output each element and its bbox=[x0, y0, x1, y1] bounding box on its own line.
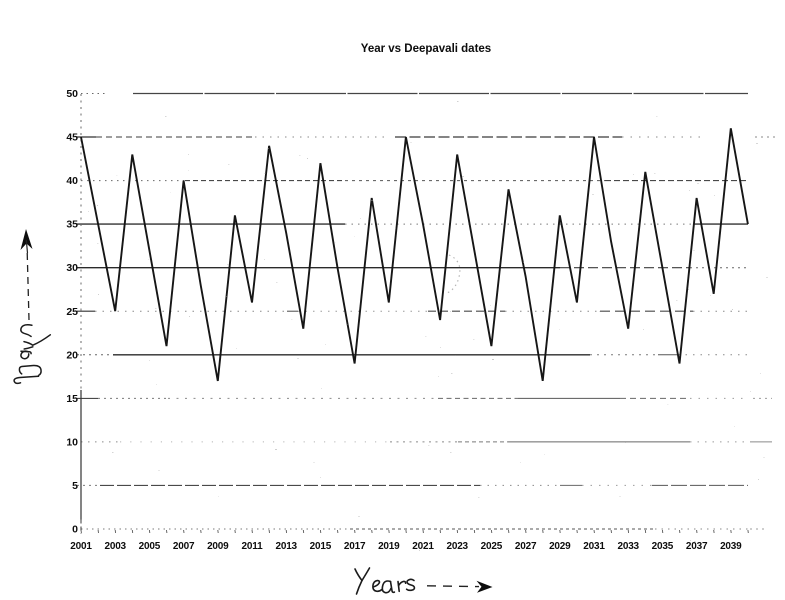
svg-text:2025: 2025 bbox=[481, 541, 503, 552]
svg-text:30: 30 bbox=[66, 262, 78, 274]
svg-text:2023: 2023 bbox=[446, 541, 468, 552]
svg-text:2035: 2035 bbox=[652, 541, 674, 552]
svg-text:10: 10 bbox=[66, 436, 78, 448]
svg-text:25: 25 bbox=[66, 306, 78, 318]
svg-text:2019: 2019 bbox=[378, 541, 400, 552]
svg-text:2033: 2033 bbox=[617, 541, 639, 552]
svg-text:2029: 2029 bbox=[549, 541, 571, 552]
svg-text:2011: 2011 bbox=[242, 541, 264, 552]
svg-text:2007: 2007 bbox=[173, 541, 195, 552]
svg-text:2003: 2003 bbox=[104, 541, 126, 552]
svg-text:2013: 2013 bbox=[275, 541, 297, 552]
svg-text:2021: 2021 bbox=[412, 541, 434, 552]
svg-text:2009: 2009 bbox=[207, 541, 229, 552]
svg-text:2017: 2017 bbox=[344, 541, 366, 552]
svg-text:50: 50 bbox=[66, 88, 78, 100]
svg-text:45: 45 bbox=[66, 132, 78, 144]
svg-text:Year vs Deepavali dates: Year vs Deepavali dates bbox=[361, 43, 491, 55]
svg-text:2027: 2027 bbox=[515, 541, 537, 552]
svg-text:2039: 2039 bbox=[720, 541, 742, 552]
svg-text:35: 35 bbox=[66, 219, 78, 231]
svg-text:5: 5 bbox=[72, 480, 78, 492]
svg-text:15: 15 bbox=[66, 393, 78, 405]
svg-text:2005: 2005 bbox=[139, 541, 161, 552]
svg-text:0: 0 bbox=[72, 524, 78, 536]
svg-text:2015: 2015 bbox=[310, 541, 332, 552]
svg-text:20: 20 bbox=[66, 349, 78, 361]
svg-text:2031: 2031 bbox=[583, 541, 605, 552]
svg-text:2037: 2037 bbox=[686, 541, 708, 552]
svg-text:2001: 2001 bbox=[70, 541, 92, 552]
svg-text:40: 40 bbox=[66, 175, 78, 187]
